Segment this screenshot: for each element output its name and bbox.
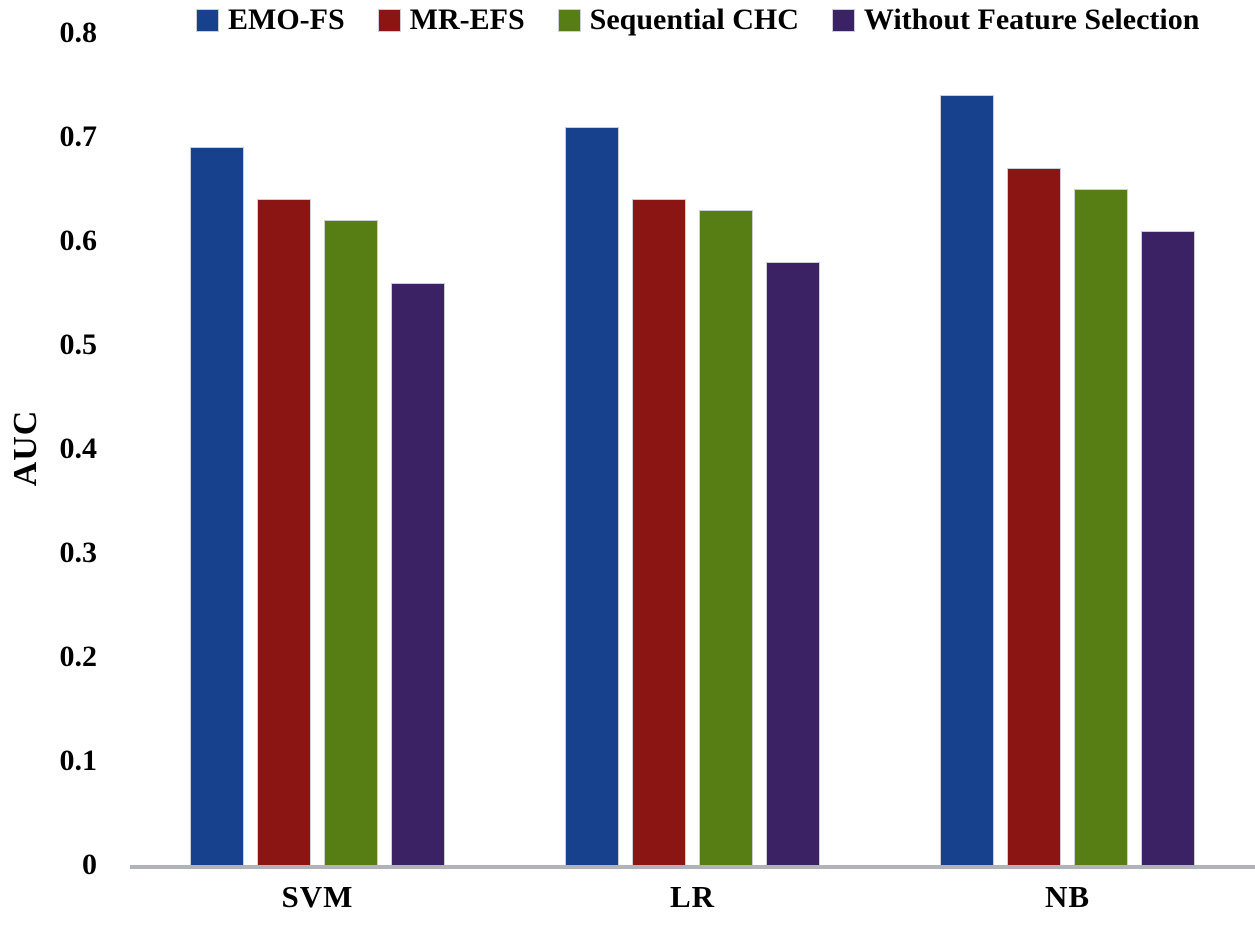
legend-swatch-sequential-chc — [557, 8, 581, 32]
legend-item-without-feature-selection: Without Feature Selection — [831, 3, 1200, 36]
chart-legend: EMO-FS MR-EFS Sequential CHC Without Featur… — [196, 5, 1199, 35]
legend-item-mr-efs: MR-EFS — [377, 3, 525, 36]
bar-nb-mr-efs — [1007, 168, 1061, 865]
legend-item-emo-fs: EMO-FS — [196, 5, 345, 35]
legend-swatch-mr-efs — [377, 8, 401, 32]
x-label-lr: LR — [669, 879, 716, 914]
bar-svm-emo-fs — [190, 147, 244, 865]
bar-svm-without-feature-selection — [391, 282, 445, 865]
bar-lr-emo-fs — [565, 126, 619, 865]
y-tick-0.5: 0.5 — [59, 328, 98, 361]
legend-label-mr-efs: MR-EFS — [409, 3, 525, 36]
y-tick-0.1: 0.1 — [59, 744, 98, 777]
bar-lr-sequential-chc — [699, 209, 753, 865]
x-axis-category-labels: SVM LR NB — [130, 879, 1255, 915]
bar-nb-emo-fs — [940, 95, 994, 865]
bar-nb-without-feature-selection — [1141, 230, 1195, 865]
bar-svm-mr-efs — [257, 199, 311, 865]
y-axis-tick-labels: 0 0.1 0.2 0.3 0.4 0.5 0.6 0.7 0.8 — [0, 0, 98, 927]
y-tick-0: 0 — [82, 848, 97, 881]
y-tick-0.4: 0.4 — [59, 432, 98, 465]
legend-label-without-feature-selection: Without Feature Selection — [863, 3, 1200, 36]
legend-label-emo-fs: EMO-FS — [228, 3, 345, 36]
bar-svm-sequential-chc — [324, 220, 378, 865]
legend-item-sequential-chc: Sequential CHC — [557, 3, 799, 36]
y-tick-0.3: 0.3 — [59, 536, 98, 569]
bar-groups — [130, 33, 1255, 865]
y-tick-0.2: 0.2 — [59, 640, 98, 673]
legend-swatch-emo-fs — [196, 8, 219, 32]
bar-nb-sequential-chc — [1074, 189, 1128, 865]
y-tick-0.8: 0.8 — [59, 16, 98, 49]
y-tick-0.7: 0.7 — [59, 120, 98, 153]
x-label-nb: NB — [1044, 879, 1091, 914]
bar-lr-without-feature-selection — [766, 261, 820, 865]
bar-group-nb — [880, 33, 1255, 865]
legend-label-sequential-chc: Sequential CHC — [589, 3, 799, 36]
bar-group-svm — [130, 33, 505, 865]
x-label-svm: SVM — [281, 879, 354, 914]
bar-group-lr — [505, 33, 880, 865]
bar-lr-mr-efs — [632, 199, 686, 865]
y-tick-0.6: 0.6 — [59, 224, 98, 257]
x-axis-line — [130, 865, 1255, 869]
legend-swatch-without-feature-selection — [831, 8, 855, 32]
